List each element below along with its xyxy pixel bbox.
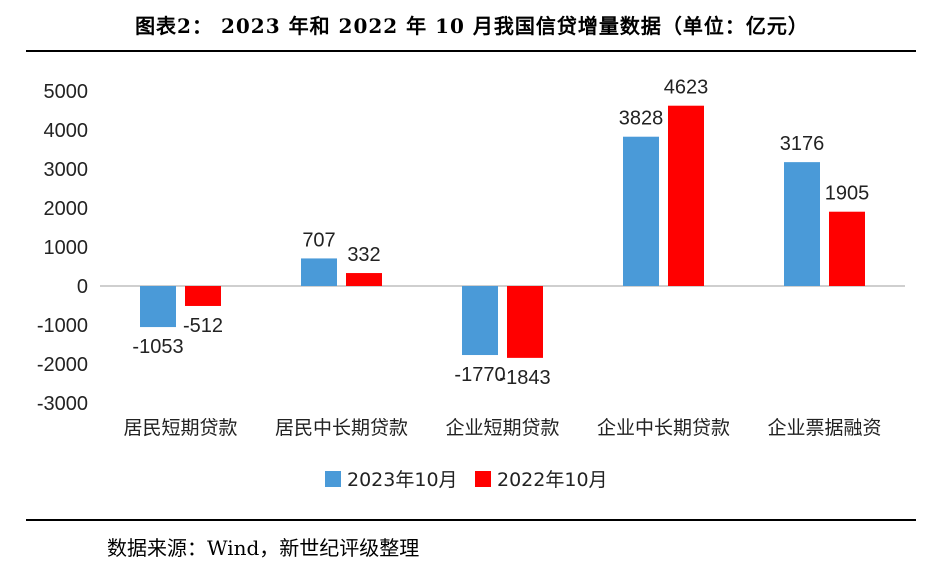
y-tick-label: 4000 (44, 120, 89, 142)
data-label: -1053 (132, 336, 183, 358)
bar-chart: 5000 4000 3000 2000 1000 0 -1000 -2000 -3000 -105… (37, 77, 905, 491)
y-tick-label: 0 (77, 276, 88, 298)
bottom-rule (26, 519, 916, 521)
category-label: 企业中长期贷款 (597, 417, 730, 439)
data-label: -1770 (454, 364, 505, 386)
y-tick-label: -2000 (37, 354, 88, 376)
category-label: 居民短期贷款 (123, 417, 237, 439)
category-label: 企业短期贷款 (445, 417, 559, 439)
source-note: 数据来源：Wind，新世纪评级整理 (107, 536, 420, 560)
data-label: 332 (347, 244, 380, 266)
figure-title: 图表2： 2023 年和 2022 年 10 月我国信贷增量数据（单位：亿元） (135, 14, 809, 38)
legend-swatch (475, 471, 491, 487)
data-label: -512 (183, 315, 223, 337)
bar (668, 105, 704, 286)
bar (140, 286, 176, 328)
category-label: 企业票据融资 (767, 417, 881, 439)
y-tick-label: 2000 (44, 198, 89, 220)
data-label: 4623 (664, 77, 709, 99)
bar (185, 286, 221, 306)
category-label: 居民中长期贷款 (275, 417, 408, 439)
legend-label: 2023年10月 (347, 469, 458, 491)
y-tick-label: 5000 (44, 81, 89, 103)
data-label: 3176 (780, 133, 825, 155)
bar (507, 286, 543, 358)
y-tick-label: 3000 (44, 159, 89, 181)
bar (623, 136, 659, 286)
data-label: 3828 (619, 108, 664, 130)
data-label: 1905 (825, 183, 870, 205)
y-tick-label: -1000 (37, 315, 88, 337)
bar (829, 211, 865, 286)
legend-swatch (325, 471, 341, 487)
y-tick-label: 1000 (44, 237, 89, 259)
bar (301, 258, 337, 286)
data-label: 707 (302, 229, 335, 251)
y-tick-label: -3000 (37, 393, 88, 415)
top-rule (26, 50, 916, 52)
bar (346, 273, 382, 286)
legend-label: 2022年10月 (497, 469, 608, 491)
bar (462, 286, 498, 356)
bar (784, 162, 820, 286)
data-label: -1843 (499, 367, 550, 389)
